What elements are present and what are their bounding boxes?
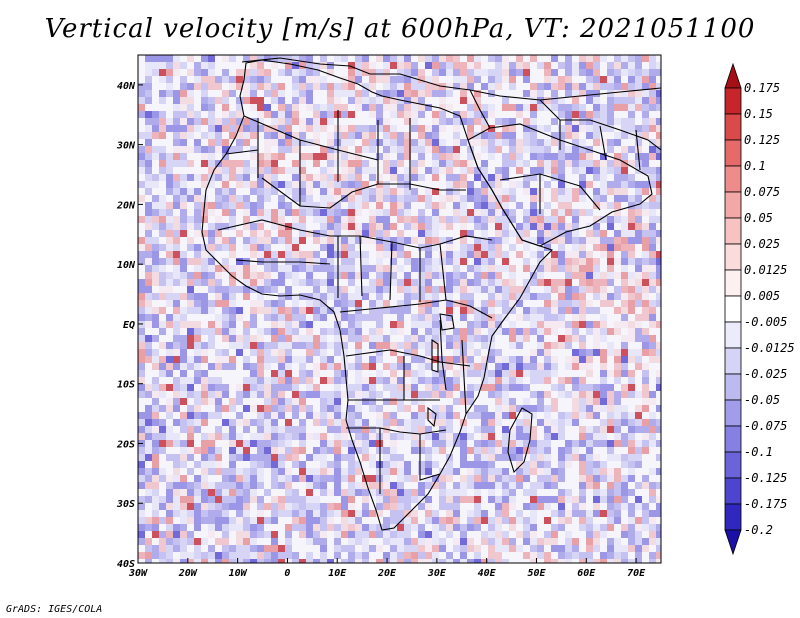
colorbar-label: 0.175 [744, 81, 780, 95]
colorbar-min-arrow [724, 529, 742, 556]
colorbar-label: -0.2 [744, 523, 773, 537]
colorbar-box [724, 399, 742, 427]
colorbar-label: 0.05 [744, 211, 773, 225]
country-borders [201, 57, 661, 531]
lon-tick-label: 30W [128, 568, 148, 579]
lon-tick-label: 20W [178, 568, 198, 579]
latitude-axis: 40N 30N 20N 10N EQ 10S 20S 30S 40S [116, 81, 143, 570]
border-line [217, 219, 493, 249]
lon-tick-label: 30E [427, 568, 447, 579]
colorbar: 0.175 0.15 0.125 0.1 0.075 0.05 0.025 0.0125 0.0… [724, 62, 795, 556]
africa-coastline [201, 59, 554, 531]
credit-text: GrADS: IGES/COLA [6, 604, 103, 615]
lat-tick-label: 10N [117, 260, 136, 271]
lon-tick-label: 10W [229, 568, 248, 579]
lat-tick-label: 10S [117, 380, 135, 391]
lat-tick-label: 40S [117, 559, 135, 570]
colorbar-box [724, 269, 742, 297]
colorbar-box [724, 503, 742, 531]
lat-tick-label: 40N [117, 81, 136, 92]
border-line [225, 115, 379, 161]
colorbar-label: 0.005 [744, 289, 780, 303]
colorbar-box [724, 321, 742, 349]
colorbar-label: 0.15 [744, 107, 773, 121]
colorbar-label: 0.125 [744, 133, 780, 147]
europe-coastline [241, 57, 661, 101]
longitude-axis: 30W 20W 10W 0 10E 20E 30E 40E 50E 60E 70E [128, 558, 646, 579]
colorbar-label: -0.175 [744, 497, 787, 511]
colorbar-box [724, 165, 742, 193]
lat-tick-label: 30N [116, 141, 136, 152]
colorbar-box [724, 243, 742, 271]
colorbar-label: -0.05 [744, 393, 780, 407]
colorbar-box [724, 139, 742, 167]
lon-tick-label: 50E [527, 568, 546, 579]
velocity-field [138, 55, 661, 563]
colorbar-box [724, 113, 742, 141]
madagascar-coastline [507, 407, 533, 474]
border-line [345, 349, 471, 401]
lake-outline [439, 313, 455, 331]
border-line [346, 427, 447, 494]
lon-tick-label: 10E [328, 568, 347, 579]
colorbar-box [724, 373, 742, 401]
colorbar-label: -0.125 [744, 471, 787, 485]
colorbar-box [724, 217, 742, 245]
lat-tick-label: 20N [116, 200, 136, 211]
border-line [559, 120, 641, 171]
colorbar-box [724, 191, 742, 219]
colorbar-label: 0.075 [744, 185, 780, 199]
lat-tick-label: 30S [116, 499, 135, 510]
lat-tick-label: 20S [116, 439, 135, 450]
colorbar-label: -0.075 [744, 419, 787, 433]
colorbar-label: -0.1 [744, 445, 773, 459]
colorbar-label: 0.0125 [744, 263, 787, 277]
colorbar-box [724, 295, 742, 323]
lon-tick-label: 70E [627, 568, 646, 579]
colorbar-box [724, 477, 742, 505]
colorbar-label: 0.1 [744, 159, 766, 173]
border-line [235, 235, 447, 302]
border-line [439, 319, 467, 415]
lon-tick-label: 20E [377, 568, 397, 579]
colorbar-box [724, 87, 742, 115]
colorbar-label: -0.0125 [744, 341, 795, 355]
border-line [469, 89, 661, 151]
lake-outline [431, 338, 439, 373]
colorbar-max-arrow [724, 62, 742, 89]
border-line [339, 299, 493, 319]
lon-tick-label: 40E [478, 568, 497, 579]
border-line [261, 177, 466, 209]
lake-outline [427, 406, 437, 428]
colorbar-box [724, 451, 742, 479]
plot-frame [137, 54, 662, 564]
colorbar-label: -0.025 [744, 367, 787, 381]
colorbar-box [724, 425, 742, 453]
map-title: Vertical velocity [m/s] at 600hPa, VT: 2… [44, 14, 756, 44]
border-line [499, 173, 601, 214]
lat-tick-label: EQ [123, 320, 135, 331]
lon-tick-label: 0 [284, 568, 290, 579]
colorbar-label: -0.005 [744, 315, 787, 329]
lon-tick-label: 60E [577, 568, 596, 579]
colorbar-label: 0.025 [744, 237, 780, 251]
colorbar-box [724, 347, 742, 375]
border-line [257, 110, 411, 206]
